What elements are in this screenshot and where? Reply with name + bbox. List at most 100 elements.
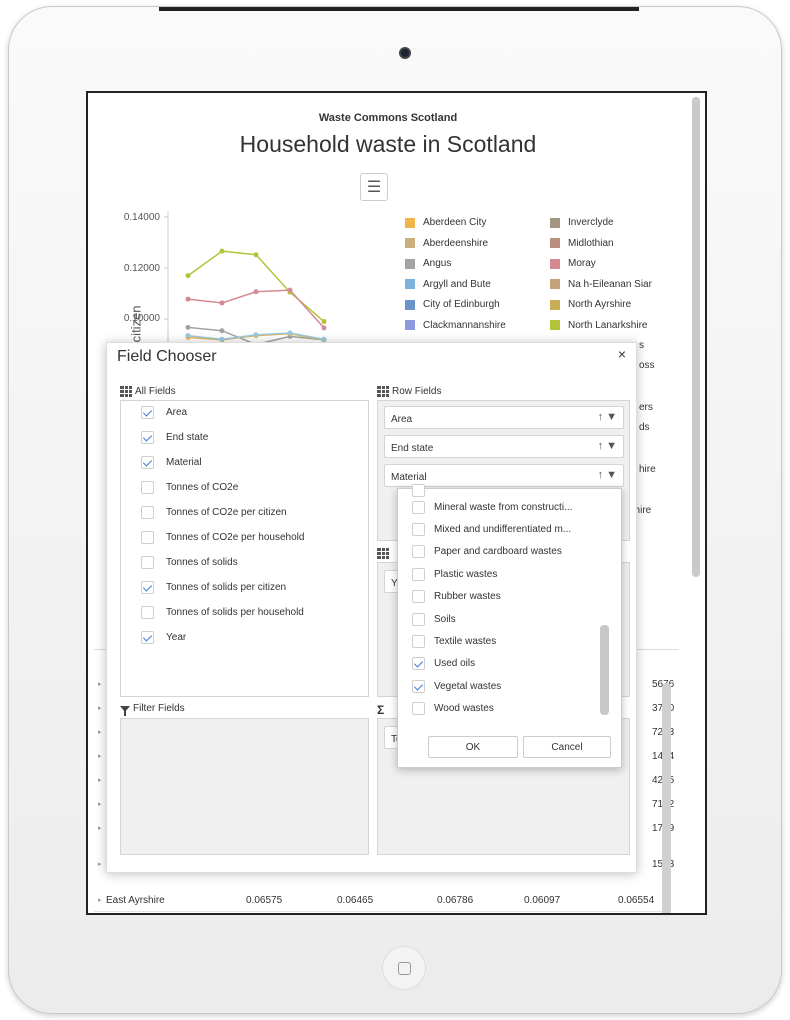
filter-option[interactable]: Vegetal wastes xyxy=(412,679,501,693)
expand-icon[interactable]: ▸ xyxy=(98,777,102,784)
filter-option-checkbox[interactable] xyxy=(412,657,425,671)
row-field-item[interactable]: End state ↑ ▼ xyxy=(384,435,624,458)
expand-icon[interactable]: ▸ xyxy=(98,729,102,736)
field-checkbox[interactable] xyxy=(141,405,154,419)
filter-option[interactable]: Wood wastes xyxy=(412,702,494,716)
field-item[interactable]: Area xyxy=(141,404,187,420)
cancel-button[interactable]: Cancel xyxy=(523,736,611,758)
filter-option-checkbox[interactable] xyxy=(412,483,425,497)
filter-option-checkbox[interactable] xyxy=(412,679,425,693)
field-checkbox[interactable] xyxy=(141,480,154,494)
filter-icon[interactable]: ▼ xyxy=(606,440,617,452)
all-fields-label: All Fields xyxy=(135,386,176,397)
legend-item[interactable]: Clackmannanshire xyxy=(405,320,506,331)
data-point[interactable] xyxy=(321,325,327,331)
filter-option-checkbox[interactable] xyxy=(412,545,425,559)
data-point[interactable] xyxy=(287,330,293,336)
field-item[interactable]: Tonnes of CO2e xyxy=(141,479,238,495)
legend-item[interactable]: Angus xyxy=(405,258,451,269)
field-item[interactable]: Tonnes of solids per household xyxy=(141,604,304,620)
filter-icon[interactable]: ▼ xyxy=(606,411,617,423)
filter-option[interactable]: Rubber wastes xyxy=(412,590,501,604)
close-icon[interactable]: × xyxy=(617,346,626,362)
field-item[interactable]: Year xyxy=(141,629,186,645)
legend-item[interactable]: City of Edinburgh xyxy=(405,299,500,310)
expand-icon[interactable]: ▸ xyxy=(98,705,102,712)
table-scrollbar[interactable] xyxy=(662,683,671,913)
field-checkbox[interactable] xyxy=(141,630,154,644)
field-checkbox[interactable] xyxy=(141,455,154,469)
data-point[interactable] xyxy=(253,289,259,295)
expand-icon[interactable]: ▸ xyxy=(98,861,102,868)
legend-item[interactable]: Argyll and Bute xyxy=(405,279,491,290)
data-point[interactable] xyxy=(219,300,225,306)
ok-button[interactable]: OK xyxy=(428,736,518,758)
data-point[interactable] xyxy=(219,248,225,254)
row-field-item[interactable]: Material ↑ ▼ xyxy=(384,464,624,487)
data-point[interactable] xyxy=(185,273,191,279)
home-button[interactable] xyxy=(382,946,426,990)
filter-icon[interactable]: ▼ xyxy=(606,469,617,481)
field-item[interactable]: Tonnes of CO2e per household xyxy=(141,529,304,545)
data-point[interactable] xyxy=(219,328,225,334)
expand-icon[interactable]: ▸ xyxy=(98,801,102,808)
field-checkbox[interactable] xyxy=(141,505,154,519)
filter-option-checkbox[interactable] xyxy=(412,590,425,604)
chart-menu-button[interactable]: ☰ xyxy=(360,173,388,201)
legend-item[interactable]: North Lanarkshire xyxy=(550,320,647,331)
field-item[interactable]: Material xyxy=(141,454,202,470)
field-checkbox[interactable] xyxy=(141,580,154,594)
field-item[interactable]: Tonnes of solids xyxy=(141,554,238,570)
filter-option-checkbox[interactable] xyxy=(412,612,425,626)
sort-icon[interactable]: ↑ xyxy=(597,469,604,481)
field-checkbox[interactable] xyxy=(141,605,154,619)
page-scrollbar[interactable] xyxy=(692,97,700,577)
field-item[interactable]: Tonnes of solids per citizen xyxy=(141,579,286,595)
expand-icon[interactable]: ▸ xyxy=(98,753,102,760)
filter-option-checkbox[interactable] xyxy=(412,522,425,536)
data-point[interactable] xyxy=(185,333,191,339)
legend-item[interactable]: Midlothian xyxy=(550,238,614,249)
data-point[interactable] xyxy=(321,319,327,325)
filter-option[interactable]: Soils xyxy=(412,612,456,626)
expand-icon[interactable]: ▸ xyxy=(98,681,102,688)
expand-icon[interactable]: ▸ xyxy=(98,825,102,832)
data-point[interactable] xyxy=(185,324,191,330)
legend-item[interactable]: Aberdeen City xyxy=(405,217,486,228)
sort-icon[interactable]: ↑ xyxy=(597,411,604,423)
legend-item[interactable]: Na h-Eileanan Siar xyxy=(550,279,652,290)
filter-option[interactable]: Mineral waste from constructi... xyxy=(412,500,572,514)
field-item[interactable]: Tonnes of CO2e per citizen xyxy=(141,504,287,520)
filter-option[interactable]: Plastic wastes xyxy=(412,567,497,581)
legend-item[interactable]: Inverclyde xyxy=(550,217,614,228)
filter-option[interactable]: Mixed and undifferentiated m... xyxy=(412,522,571,536)
sort-icon[interactable]: ↑ xyxy=(597,440,604,452)
row-field-item[interactable]: Area ↑ ▼ xyxy=(384,406,624,429)
filter-option-checkbox[interactable] xyxy=(412,500,425,514)
filter-option[interactable]: Textile wastes xyxy=(412,634,496,648)
column-field-label: Y xyxy=(391,578,398,589)
field-checkbox[interactable] xyxy=(141,555,154,569)
legend-item[interactable]: Aberdeenshire xyxy=(405,238,488,249)
series-line[interactable] xyxy=(187,250,325,323)
data-point[interactable] xyxy=(185,296,191,302)
series-line[interactable] xyxy=(187,289,325,329)
filter-option-checkbox[interactable] xyxy=(412,634,425,648)
data-point[interactable] xyxy=(253,252,259,258)
field-checkbox[interactable] xyxy=(141,430,154,444)
field-checkbox[interactable] xyxy=(141,530,154,544)
data-point[interactable] xyxy=(219,336,225,342)
data-point[interactable] xyxy=(287,287,293,293)
legend-item[interactable]: Moray xyxy=(550,258,596,269)
expand-icon[interactable]: ▸ xyxy=(98,897,102,904)
popup-scrollbar[interactable] xyxy=(600,625,609,715)
legend-swatch xyxy=(405,238,415,248)
filter-option-checkbox[interactable] xyxy=(412,567,425,581)
data-point[interactable] xyxy=(253,332,259,338)
data-point[interactable] xyxy=(321,336,327,342)
legend-item[interactable]: North Ayrshire xyxy=(550,299,631,310)
filter-option-checkbox[interactable] xyxy=(412,702,425,716)
field-item[interactable]: End state xyxy=(141,429,208,445)
filter-option[interactable]: Paper and cardboard wastes xyxy=(412,545,562,559)
filter-option[interactable]: Used oils xyxy=(412,657,475,671)
